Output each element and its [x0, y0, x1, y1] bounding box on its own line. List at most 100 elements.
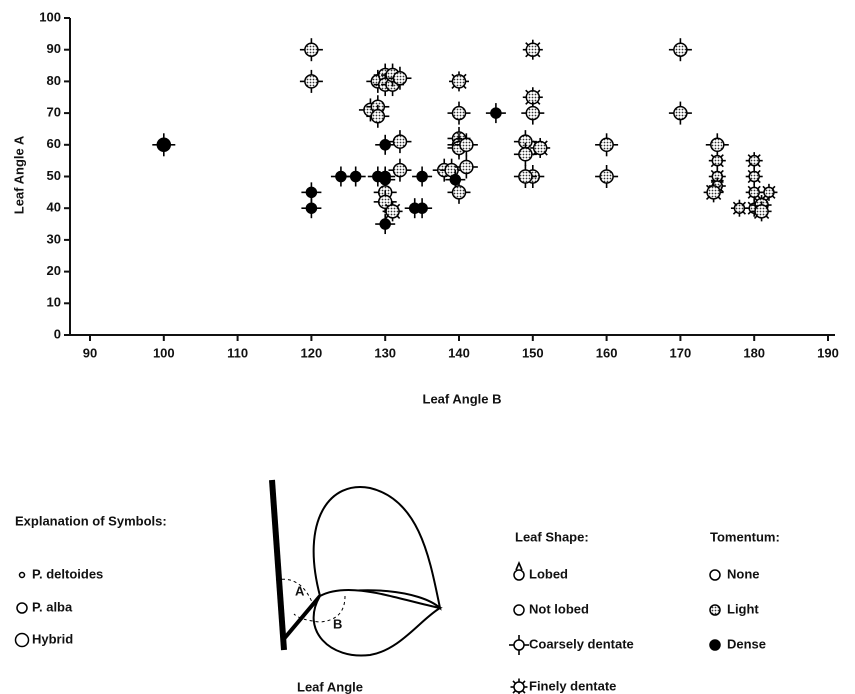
leaf-diagram [269, 479, 443, 657]
lobe [515, 560, 523, 571]
point [668, 38, 692, 62]
x-tick-label: 90 [83, 345, 97, 360]
symbol-body [18, 571, 26, 579]
x-tick-label: 150 [522, 345, 544, 360]
symbol-body [372, 170, 384, 183]
symbol-body [16, 602, 28, 614]
point [445, 169, 466, 190]
y-tick-label: 60 [47, 136, 61, 151]
symbol-body [451, 185, 467, 200]
symbol-body [709, 569, 721, 581]
legend-tomentum-title: Tomentum: [710, 529, 780, 544]
legend-shape-symbol [510, 678, 528, 694]
y-tick-label: 50 [47, 168, 61, 183]
legend-shape-label: Coarsely dentate [529, 636, 634, 651]
point [485, 103, 506, 124]
symbol-body [385, 204, 400, 219]
y-tick-label: 70 [47, 105, 61, 120]
y-tick-label: 30 [47, 231, 61, 246]
point [447, 101, 471, 125]
symbol-body [733, 202, 746, 214]
point [730, 199, 748, 217]
point [345, 166, 366, 187]
point [513, 142, 537, 166]
point [301, 198, 322, 219]
legend-tomentum-symbol [709, 639, 721, 651]
symbol-body [349, 170, 362, 183]
symbol-body [711, 154, 724, 167]
y-tick-label: 0 [54, 326, 61, 341]
symbol-body [706, 185, 721, 200]
symbol-body [599, 137, 614, 153]
point [745, 152, 763, 170]
x-tick-label: 140 [448, 345, 470, 360]
legend-tomentum-symbol [709, 569, 721, 581]
symbol-body [709, 639, 721, 651]
point [745, 183, 763, 201]
point [760, 183, 778, 201]
point [454, 133, 478, 157]
symbol-body [459, 137, 474, 153]
y-axis-label: Leaf Angle A [11, 135, 26, 214]
legend-shape-label: Not lobed [529, 601, 589, 616]
x-tick-label: 110 [227, 345, 248, 360]
legend-tomentum-symbol [709, 604, 721, 616]
symbol-body [305, 202, 318, 214]
symbol-body [513, 604, 525, 616]
symbol-body [335, 170, 347, 183]
symbol-body [370, 109, 386, 124]
legend-tomentum-label: Light [727, 601, 759, 616]
point [388, 158, 412, 182]
symbol-body [304, 74, 319, 89]
point [454, 155, 478, 179]
legend-tomentum-label: None [727, 566, 760, 581]
symbol-body [392, 134, 408, 149]
point [299, 69, 323, 93]
x-tick-label: 170 [670, 345, 692, 360]
symbol-body [377, 194, 393, 210]
symbol-body [532, 140, 548, 156]
legend-species-symbol [14, 632, 30, 648]
x-tick-label: 180 [743, 345, 765, 360]
point [299, 38, 323, 62]
symbol-body [513, 639, 525, 651]
symbol-body [518, 147, 533, 162]
x-tick-label: 190 [817, 345, 839, 360]
legend-shape-symbol [509, 635, 529, 655]
x-tick-label: 160 [596, 345, 618, 360]
point [751, 201, 772, 222]
legend-species-label: Hybrid [32, 631, 73, 646]
legend-shape-title: Leaf Shape: [515, 529, 589, 544]
symbol-body [14, 632, 30, 648]
symbol-body [392, 70, 408, 86]
point [522, 87, 543, 108]
y-tick-label: 40 [47, 200, 61, 215]
legend-shape-symbol [513, 604, 525, 616]
symbol-body [748, 186, 760, 199]
symbol-body [525, 105, 541, 121]
symbol-body [525, 42, 541, 57]
point [388, 130, 412, 154]
diagram-b: B [333, 616, 342, 631]
point [412, 166, 433, 187]
legend-species-label: P. deltoides [32, 566, 103, 581]
symbol-body [513, 681, 525, 693]
y-tick-label: 80 [47, 73, 61, 88]
point [745, 168, 763, 185]
point [522, 39, 543, 60]
symbol-body [304, 42, 319, 57]
point [513, 165, 537, 188]
symbol-body [449, 173, 462, 186]
point [366, 104, 390, 128]
legend-tomentum-label: Dense [727, 636, 766, 651]
symbol-body [305, 186, 318, 199]
symbol-body [710, 137, 725, 153]
point [152, 133, 176, 157]
x-tick-label: 100 [153, 345, 175, 360]
symbol-body [748, 170, 760, 183]
symbol-body [392, 162, 408, 178]
point [412, 198, 433, 219]
point [530, 137, 551, 158]
y-tick-label: 10 [47, 295, 61, 310]
